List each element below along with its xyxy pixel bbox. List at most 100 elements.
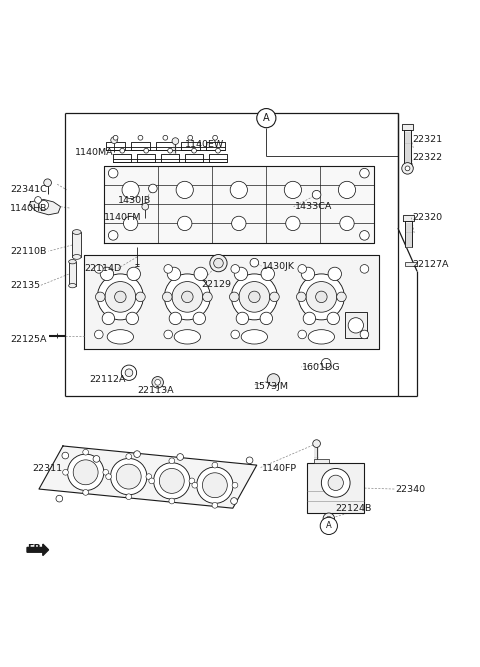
Bar [314,459,328,463]
Bar [404,130,411,166]
Bar [307,463,364,513]
Circle shape [231,274,277,320]
Text: 22320: 22320 [412,213,443,222]
Ellipse shape [69,259,76,264]
Circle shape [322,358,331,368]
Circle shape [203,292,212,301]
Circle shape [213,135,217,140]
Text: 22113A: 22113A [137,386,174,395]
Circle shape [203,473,228,498]
Circle shape [169,458,175,464]
Circle shape [210,255,227,271]
Circle shape [136,292,145,301]
Circle shape [152,377,163,388]
Bar [405,262,417,265]
Circle shape [230,181,247,199]
Circle shape [306,281,336,312]
Text: 1140FM: 1140FM [104,213,141,222]
Circle shape [328,267,341,281]
Text: A: A [263,113,270,123]
Circle shape [229,292,239,301]
Ellipse shape [107,329,133,344]
Circle shape [105,281,136,312]
Circle shape [212,502,218,508]
Circle shape [83,450,88,455]
Circle shape [177,454,183,460]
Circle shape [192,482,198,488]
Circle shape [181,291,193,303]
Circle shape [116,464,141,489]
Text: 22112A: 22112A [89,376,126,384]
Circle shape [126,494,132,500]
Circle shape [194,267,207,281]
Ellipse shape [174,329,201,344]
Circle shape [95,330,103,339]
Circle shape [303,312,316,325]
Circle shape [328,475,343,490]
Text: 1430JB: 1430JB [118,196,151,205]
Polygon shape [180,141,200,150]
Text: 1140MA: 1140MA [75,148,113,157]
Text: 22311: 22311 [32,464,62,473]
Circle shape [167,267,180,281]
Circle shape [96,292,105,301]
Circle shape [56,496,63,502]
Circle shape [249,291,260,303]
Circle shape [234,267,248,281]
Polygon shape [156,141,175,150]
Bar [69,261,76,285]
Circle shape [246,457,253,464]
Circle shape [35,197,41,203]
Circle shape [188,135,192,140]
Circle shape [168,148,172,153]
Circle shape [164,330,172,339]
Text: 1601DG: 1601DG [302,362,341,372]
Circle shape [39,201,48,210]
Circle shape [212,462,218,468]
Text: 22129: 22129 [202,279,232,289]
Circle shape [110,458,147,495]
Bar [345,312,367,338]
Ellipse shape [308,329,335,344]
Circle shape [299,274,344,320]
Circle shape [340,216,354,231]
Circle shape [102,312,115,325]
Circle shape [44,179,51,187]
Circle shape [402,163,413,174]
Circle shape [261,267,275,281]
Circle shape [360,330,369,339]
Polygon shape [403,215,414,221]
Circle shape [298,330,307,339]
Circle shape [111,137,118,143]
Circle shape [197,467,233,504]
Circle shape [113,135,118,140]
Circle shape [316,291,327,303]
Circle shape [336,292,346,301]
Polygon shape [39,446,257,508]
Polygon shape [137,155,156,162]
Circle shape [100,267,114,281]
Circle shape [360,231,369,240]
Polygon shape [205,141,225,150]
Circle shape [103,470,108,475]
Circle shape [122,181,139,199]
Circle shape [154,463,190,499]
Circle shape [297,292,306,301]
Circle shape [95,265,103,273]
Text: 1433CA: 1433CA [295,202,333,211]
Ellipse shape [72,255,81,259]
Circle shape [162,292,172,301]
Ellipse shape [69,283,76,287]
Text: 22341C: 22341C [10,185,47,194]
Circle shape [189,478,195,484]
Circle shape [134,451,141,458]
Circle shape [348,317,363,333]
Circle shape [146,474,152,480]
Circle shape [155,380,160,385]
Circle shape [108,168,118,178]
Circle shape [326,516,331,521]
Text: 22110B: 22110B [10,247,47,255]
Circle shape [231,498,238,504]
Bar [405,221,412,247]
Circle shape [360,168,369,178]
